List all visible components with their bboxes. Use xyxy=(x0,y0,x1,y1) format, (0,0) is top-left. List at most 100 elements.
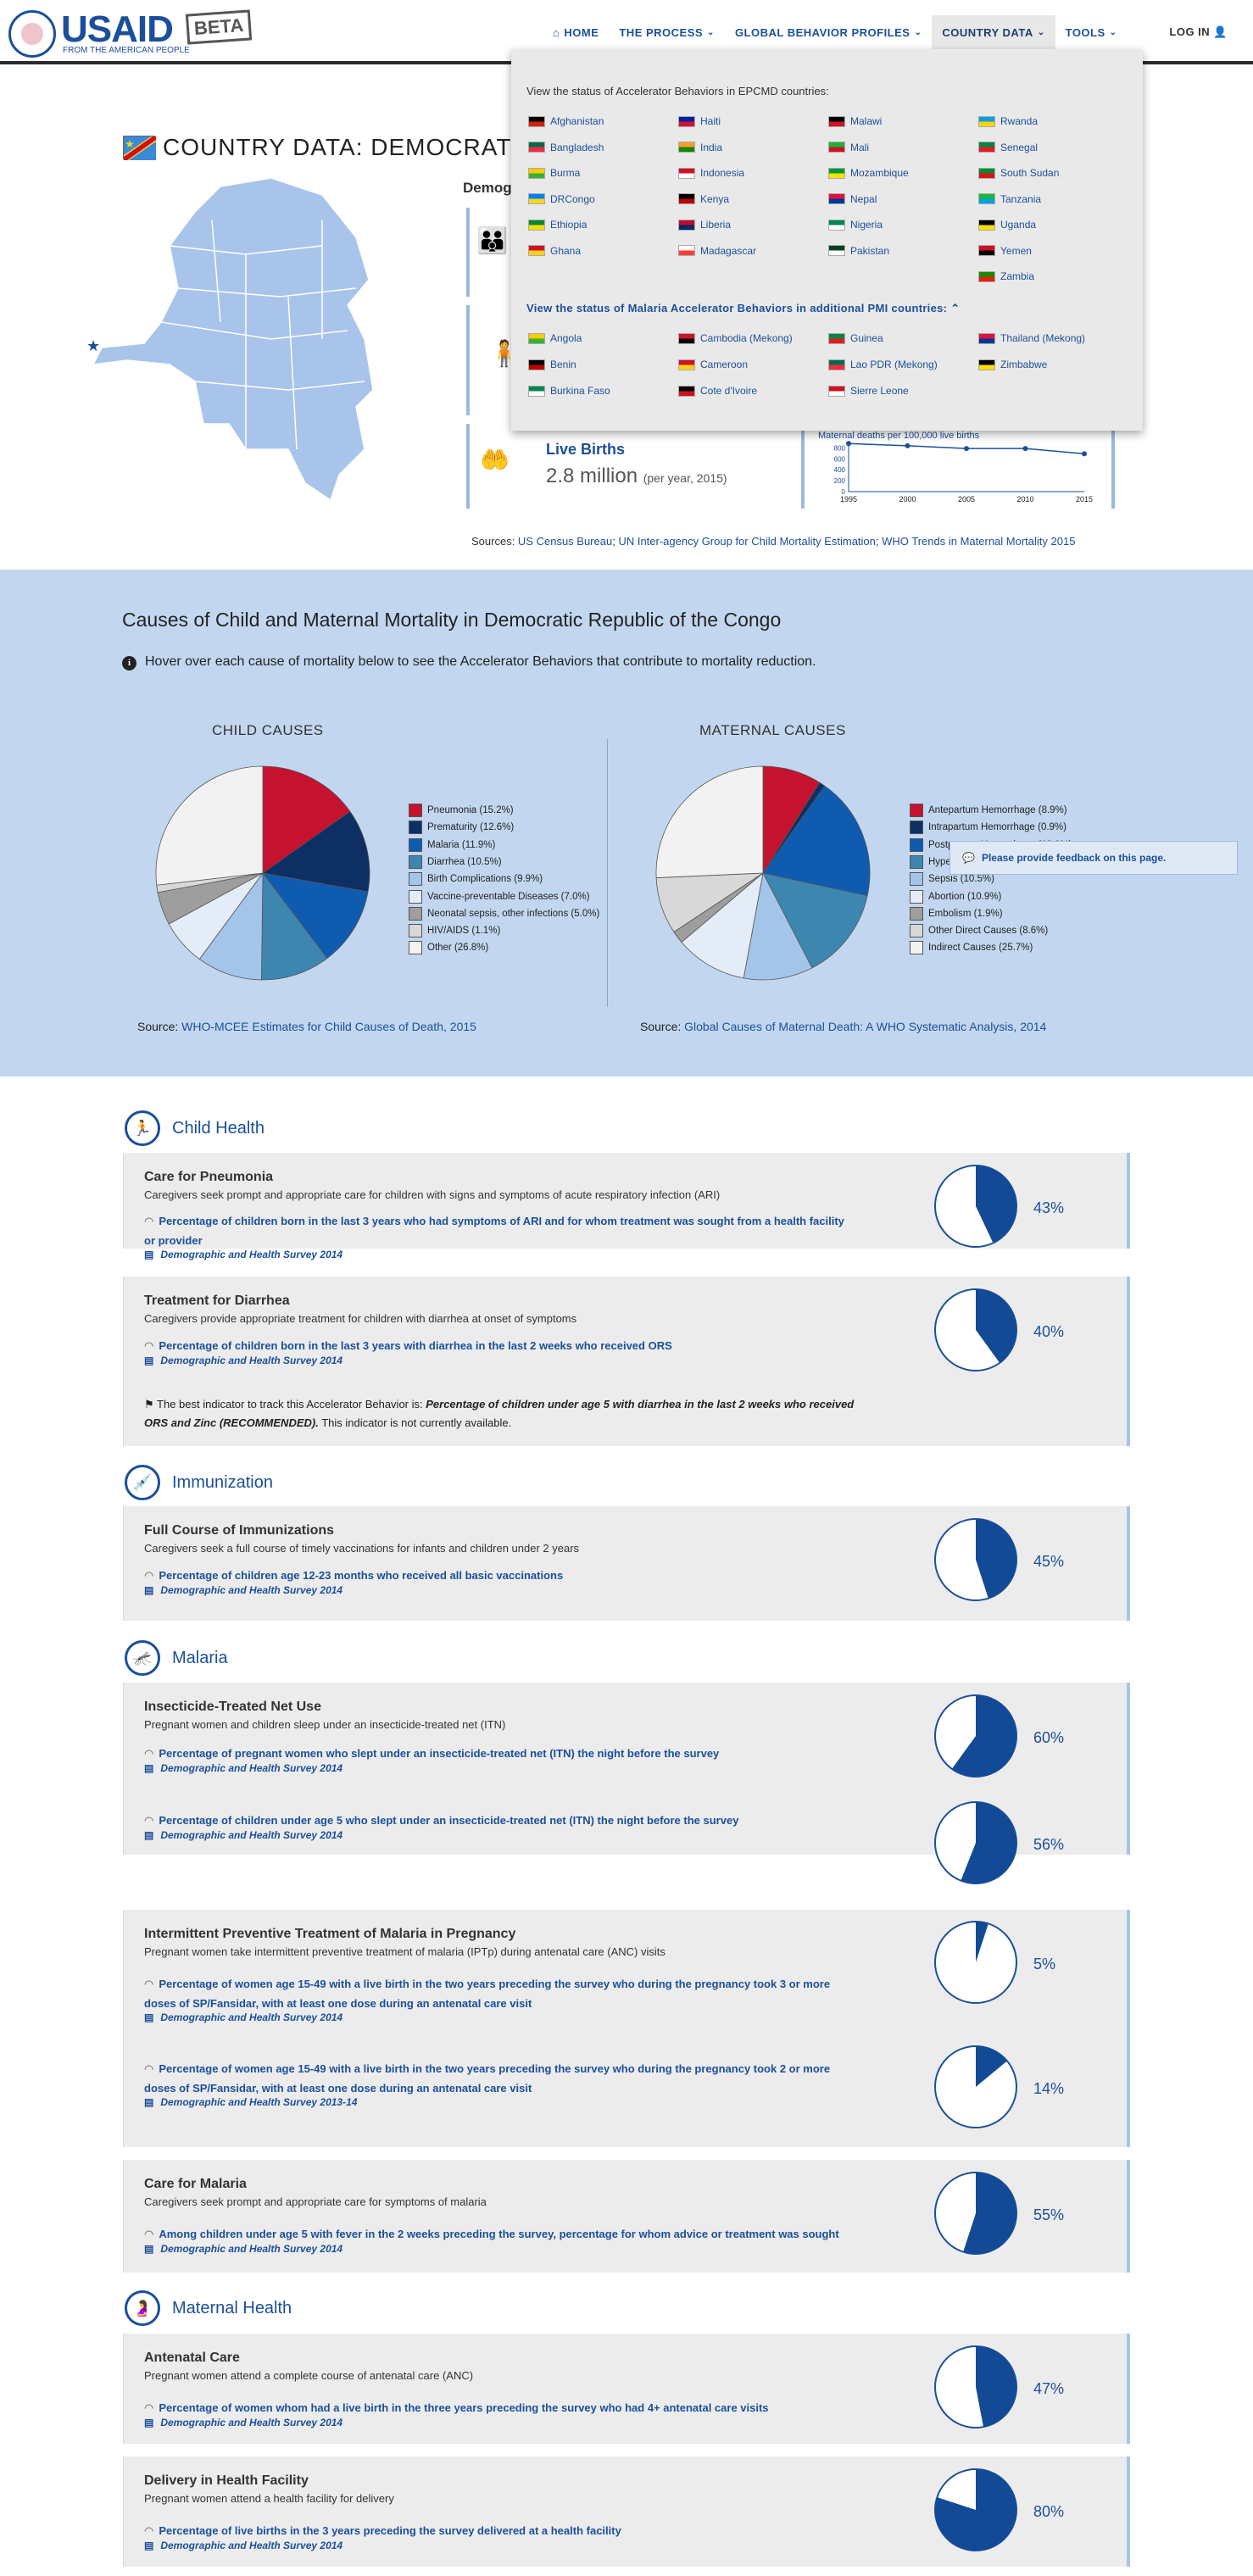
pie-slice[interactable] xyxy=(743,871,813,981)
indicator-pie[interactable] xyxy=(933,1517,1022,1605)
country-link[interactable]: Nepal xyxy=(828,193,877,205)
survey-source[interactable]: ▤ Demographic and Health Survey 2014 xyxy=(144,1584,342,1596)
country-link[interactable]: Pakistan xyxy=(828,245,889,257)
indicator-pie[interactable] xyxy=(933,1800,1022,1889)
indicator-link[interactable]: ◠ Percentage of women whom had a live bir… xyxy=(144,2398,848,2417)
country-link[interactable]: Lao PDR (Mekong) xyxy=(828,359,938,370)
indicator-pie[interactable] xyxy=(933,2171,1022,2259)
legend-item[interactable]: Abortion (10.9%) xyxy=(910,889,1001,904)
indicator-pie[interactable] xyxy=(933,1164,1022,1252)
legend-item[interactable]: Neonatal sepsis, other infections (5.0%) xyxy=(409,906,599,921)
country-map[interactable]: ★ xyxy=(76,170,398,509)
country-link[interactable]: Cote d'Ivoire xyxy=(678,385,757,397)
nav-tools[interactable]: TOOLS ⌄ xyxy=(1055,15,1128,49)
indicator-link[interactable]: ◠ Percentage of women age 15-49 with a li… xyxy=(144,2059,848,2098)
country-link[interactable]: Kenya xyxy=(678,193,729,205)
indicator-link[interactable]: ◠ Percentage of women age 15-49 with a li… xyxy=(144,1974,848,2013)
survey-source[interactable]: ▤ Demographic and Health Survey 2013-14 xyxy=(144,2096,357,2108)
country-link[interactable]: Nigeria xyxy=(828,219,883,231)
country-link[interactable]: India xyxy=(678,142,722,153)
legend-item[interactable]: Birth Complications (9.9%) xyxy=(409,872,543,887)
country-link[interactable]: Angola xyxy=(528,332,582,344)
maternal-causes-pie[interactable] xyxy=(653,763,873,983)
pie-slice[interactable] xyxy=(261,810,370,893)
indicator-pie[interactable] xyxy=(933,1288,1022,1376)
maternal-source-link[interactable]: Global Causes of Maternal Death: A WHO S… xyxy=(684,1020,1047,1033)
country-link[interactable]: Zimbabwe xyxy=(978,359,1047,370)
country-link[interactable]: Sierre Leone xyxy=(828,385,909,397)
country-link[interactable]: Burkina Faso xyxy=(528,385,610,397)
indicator-link[interactable]: ◠ Percentage of pregnant women who slept … xyxy=(144,1744,848,1763)
nav-home[interactable]: ⌂ HOME xyxy=(543,15,609,49)
survey-source[interactable]: ▤ Demographic and Health Survey 2014 xyxy=(144,2243,342,2255)
malaria-countries-heading[interactable]: View the status of Malaria Accelerator B… xyxy=(526,302,960,315)
legend-item[interactable]: Intrapartum Hemorrhage (0.9%) xyxy=(910,821,1066,835)
child-causes-pie[interactable] xyxy=(153,763,373,983)
country-link[interactable]: Yemen xyxy=(978,245,1032,257)
indicator-pie[interactable] xyxy=(933,2345,1022,2433)
child-source-link[interactable]: WHO-MCEE Estimates for Child Causes of D… xyxy=(181,1020,476,1033)
pie-slice[interactable] xyxy=(762,872,868,969)
country-link[interactable]: Tanzania xyxy=(978,193,1041,205)
legend-item[interactable]: Diarrhea (10.5%) xyxy=(409,854,502,869)
indicator-link[interactable]: ◠ Percentage of children born in the last… xyxy=(144,1336,848,1355)
country-link[interactable]: Rwanda xyxy=(978,115,1038,127)
country-link[interactable]: Haiti xyxy=(678,115,721,127)
survey-source[interactable]: ▤ Demographic and Health Survey 2014 xyxy=(144,2540,342,2551)
source-link[interactable]: UN Inter-agency Group for Child Mortalit… xyxy=(618,535,876,548)
legend-item[interactable]: Other Direct Causes (8.6%) xyxy=(910,924,1048,938)
indicator-pie[interactable] xyxy=(933,2468,1022,2556)
country-link[interactable]: Mali xyxy=(828,142,869,153)
country-link[interactable]: Guinea xyxy=(828,332,883,344)
survey-source[interactable]: ▤ Demographic and Health Survey 2014 xyxy=(144,1355,342,1366)
legend-item[interactable]: Sepsis (10.5%) xyxy=(910,872,994,887)
legend-item[interactable]: Vaccine-preventable Diseases (7.0%) xyxy=(409,889,590,904)
data-point[interactable] xyxy=(846,441,851,447)
indicator-link[interactable]: ◠ Percentage of children born in the last… xyxy=(144,1211,848,1250)
pie-slice[interactable] xyxy=(261,871,328,981)
pie-slice[interactable] xyxy=(681,871,764,979)
nav-global-behavior-profiles[interactable]: GLOBAL BEHAVIOR PROFILES ⌄ xyxy=(725,15,932,49)
country-link[interactable]: Uganda xyxy=(978,219,1036,231)
legend-item[interactable]: Embolism (1.9%) xyxy=(910,906,1003,921)
pie-slice[interactable] xyxy=(155,765,264,886)
country-link[interactable]: Benin xyxy=(528,359,576,370)
nav-country-data[interactable]: COUNTRY DATA ⌄ xyxy=(932,15,1055,49)
legend-item[interactable]: Indirect Causes (25.7%) xyxy=(910,941,1033,955)
survey-source[interactable]: ▤ Demographic and Health Survey 2014 xyxy=(144,1762,342,1774)
maternal-mortality-line-chart[interactable]: 0 200 400 600 800 1995 2000 2005 2010 2015 xyxy=(805,439,1110,507)
nav-the-process[interactable]: THE PROCESS ⌄ xyxy=(609,15,725,49)
pie-slice[interactable] xyxy=(262,765,351,874)
country-link[interactable]: Liberia xyxy=(678,219,731,231)
indicator-link[interactable]: ◠ Percentage of children under age 5 who … xyxy=(144,1811,848,1830)
country-link[interactable]: Burma xyxy=(528,167,580,179)
survey-source[interactable]: ▤ Demographic and Health Survey 2014 xyxy=(144,1829,342,1841)
indicator-link[interactable]: ◠ Percentage of children age 12-23 months… xyxy=(144,1566,848,1585)
pie-slice[interactable] xyxy=(198,871,264,981)
country-link[interactable]: Senegal xyxy=(978,142,1038,153)
usaid-logo[interactable]: USAID xyxy=(61,8,174,50)
survey-source[interactable]: ▤ Demographic and Health Survey 2014 xyxy=(144,2011,342,2023)
country-link[interactable]: Cambodia (Mekong) xyxy=(678,332,793,344)
country-link[interactable]: Madagascar xyxy=(678,245,756,257)
legend-item[interactable]: Other (26.8%) xyxy=(409,941,488,955)
data-point[interactable] xyxy=(964,446,969,452)
country-link[interactable]: Zambia xyxy=(978,270,1034,282)
country-link[interactable]: Afghanistan xyxy=(528,115,604,127)
country-link[interactable]: Ghana xyxy=(528,245,581,257)
survey-source[interactable]: ▤ Demographic and Health Survey 2014 xyxy=(144,1249,342,1260)
indicator-pie[interactable] xyxy=(933,2045,1022,2133)
legend-item[interactable]: Antepartum Hemorrhage (8.9%) xyxy=(910,804,1067,817)
data-point[interactable] xyxy=(1022,446,1028,452)
country-link[interactable]: South Sudan xyxy=(978,167,1059,179)
country-link[interactable]: Ethiopia xyxy=(528,219,587,231)
legend-item[interactable]: Pneumonia (15.2%) xyxy=(409,804,514,817)
indicator-pie[interactable] xyxy=(933,1920,1022,2008)
country-link[interactable]: Mozambique xyxy=(828,167,909,179)
login-link[interactable]: LOG IN 👤 xyxy=(1169,25,1228,39)
country-link[interactable]: Cameroon xyxy=(678,359,748,370)
country-link[interactable]: Malawi xyxy=(828,115,882,127)
feedback-button[interactable]: 💬 Please provide feedback on this page. xyxy=(949,841,1238,875)
pie-slice[interactable] xyxy=(655,765,764,878)
pie-slice[interactable] xyxy=(762,785,871,897)
